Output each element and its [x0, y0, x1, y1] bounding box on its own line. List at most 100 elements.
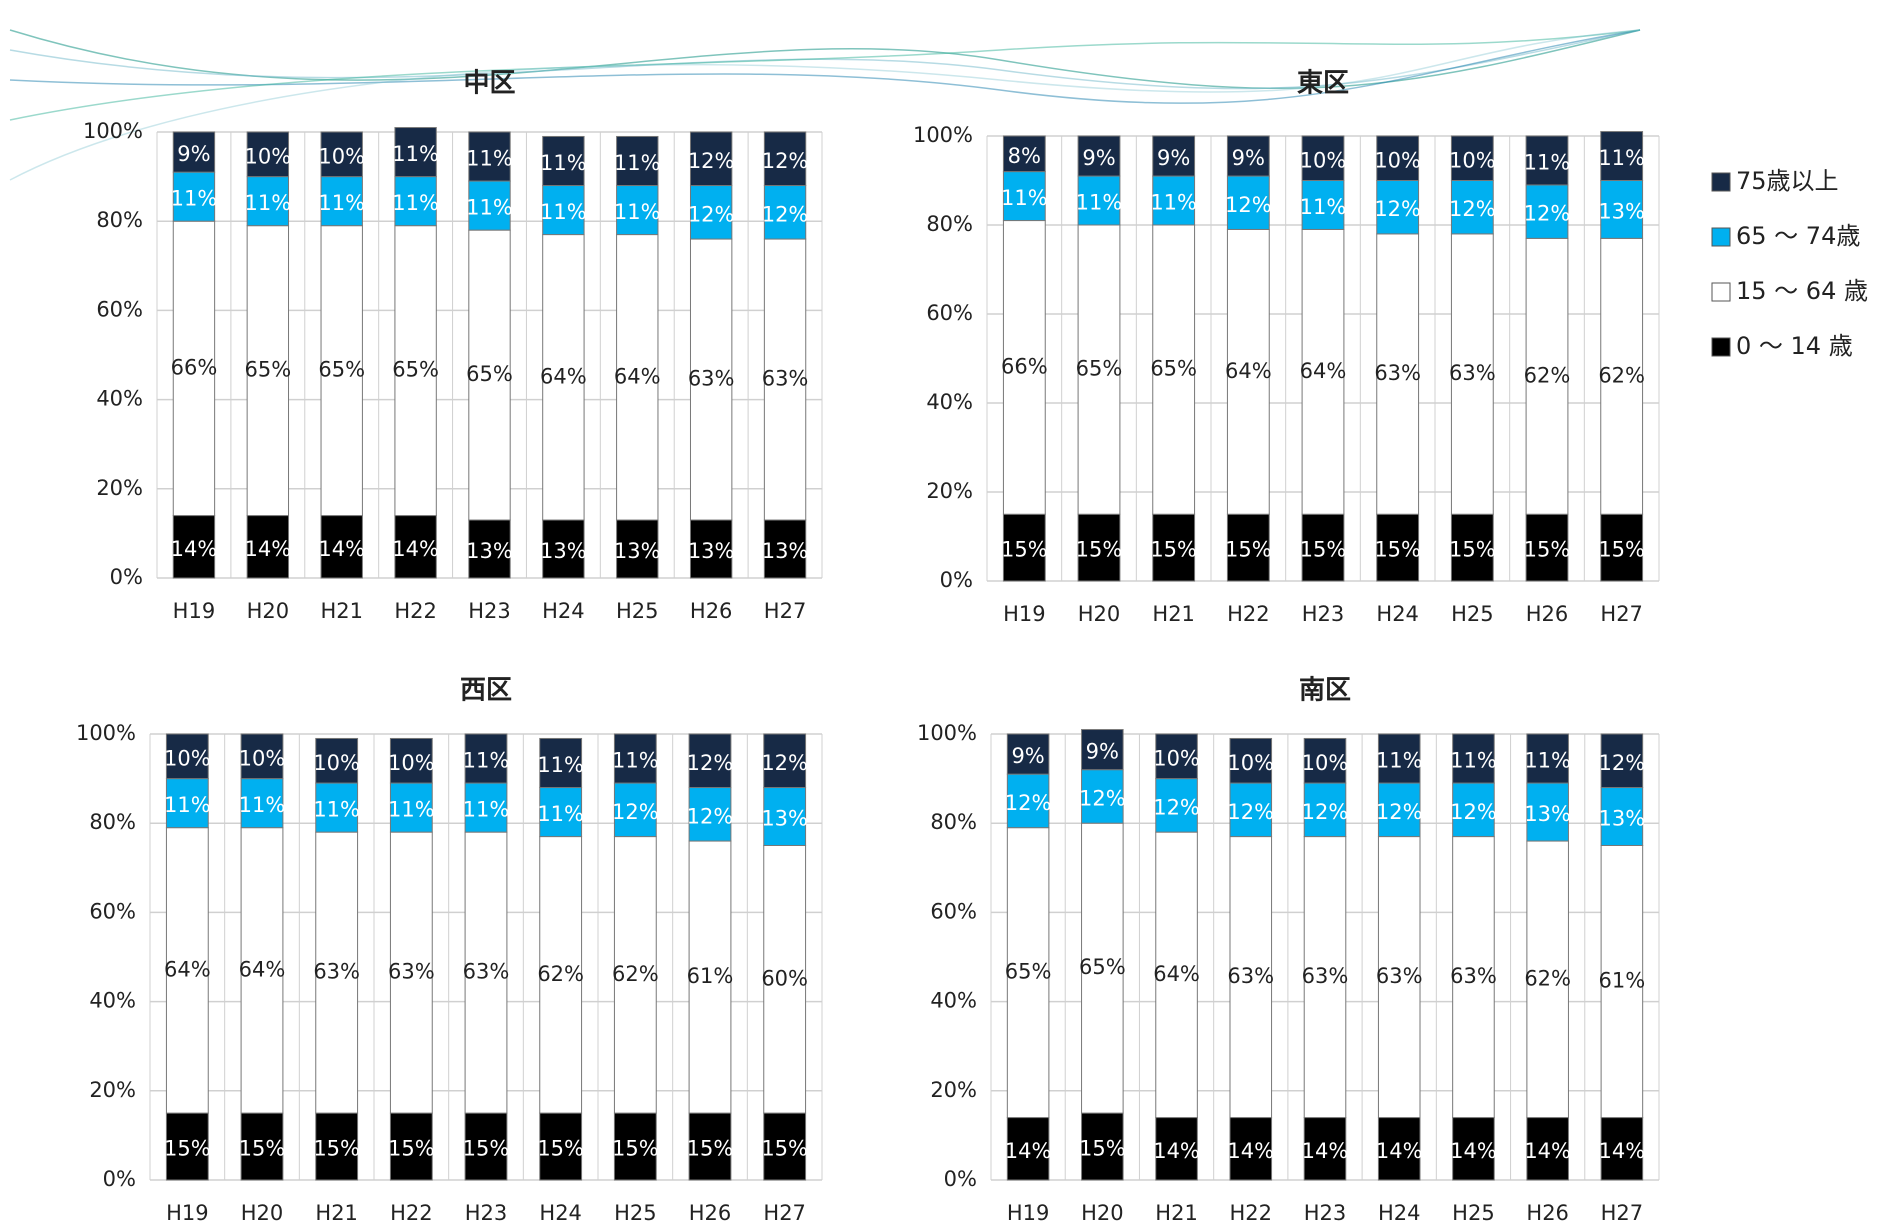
- value-label: 62%: [537, 962, 584, 986]
- value-label: 10%: [1227, 751, 1274, 775]
- value-label: 10%: [1302, 751, 1349, 775]
- value-label: 65%: [244, 358, 291, 382]
- value-label: 14%: [1524, 1139, 1571, 1163]
- bar-segment: [763, 733, 807, 789]
- bar-segment: [1152, 224, 1196, 515]
- bar-segment: [394, 176, 437, 227]
- value-label: 63%: [463, 960, 510, 984]
- value-label: 65%: [1079, 955, 1126, 979]
- value-label: 10%: [388, 751, 435, 775]
- bar-segment: [688, 733, 732, 789]
- value-label: 11%: [313, 798, 360, 822]
- bar-segment: [1600, 180, 1644, 239]
- value-label: 14%: [1599, 1139, 1646, 1163]
- value-label: 64%: [239, 957, 286, 981]
- value-label: 11%: [614, 151, 661, 175]
- x-tick-label: H24: [1376, 602, 1419, 626]
- value-label: 9%: [1157, 146, 1190, 170]
- value-label: 9%: [1232, 146, 1265, 170]
- bar-segment: [1002, 135, 1046, 173]
- bar-segment: [763, 845, 807, 1114]
- x-tick-label: H26: [1526, 602, 1569, 626]
- bar-segment: [1077, 135, 1121, 177]
- value-label: 15%: [1150, 538, 1197, 562]
- value-label: 66%: [171, 355, 218, 379]
- bar-segment: [394, 127, 437, 178]
- value-label: 14%: [1227, 1139, 1274, 1163]
- value-label: 63%: [1227, 964, 1274, 988]
- value-label: 64%: [1153, 962, 1200, 986]
- bar-segment: [246, 131, 290, 178]
- value-label: 9%: [177, 142, 210, 166]
- value-label: 66%: [1001, 354, 1048, 378]
- x-tick-label: H20: [247, 599, 290, 623]
- wave: [9, 29, 1641, 90]
- bar-segment: [1450, 233, 1494, 515]
- bar-segment: [1452, 836, 1495, 1119]
- x-tick-label: H26: [1526, 1201, 1569, 1225]
- x-tick-label: H21: [1155, 1201, 1198, 1225]
- bar-segment: [1229, 836, 1273, 1119]
- bar-segment: [1155, 778, 1198, 833]
- value-label: 14%: [1005, 1139, 1052, 1163]
- value-label: 12%: [1227, 800, 1274, 824]
- value-label: 11%: [1524, 749, 1571, 773]
- y-tick-label: 40%: [89, 989, 136, 1013]
- y-tick-label: 40%: [930, 989, 977, 1013]
- value-label: 11%: [537, 802, 584, 826]
- value-label: 63%: [1374, 361, 1421, 385]
- value-label: 10%: [164, 746, 211, 770]
- bar-segment: [1525, 237, 1569, 515]
- bar-segment: [1525, 184, 1569, 239]
- x-tick-label: H22: [390, 1201, 433, 1225]
- value-label: 11%: [614, 200, 661, 224]
- bar-segment: [542, 519, 585, 579]
- bar-segment: [246, 225, 290, 517]
- value-label: 11%: [1300, 195, 1347, 219]
- bar-segment: [1376, 180, 1420, 235]
- y-tick-label: 100%: [913, 123, 973, 147]
- value-label: 11%: [466, 147, 513, 171]
- bar-segment: [1450, 513, 1494, 582]
- chart-title: 南区: [1299, 676, 1351, 706]
- legend-label: 65 〜 74歳: [1736, 222, 1860, 250]
- bar-segment: [389, 1112, 433, 1181]
- bar-segment: [542, 135, 585, 187]
- bar-segment: [1077, 513, 1121, 582]
- bar-segment: [763, 1112, 807, 1181]
- value-label: 12%: [1599, 751, 1646, 775]
- value-label: 11%: [463, 749, 510, 773]
- y-tick-label: 0%: [110, 565, 143, 589]
- value-label: 65%: [1150, 357, 1197, 381]
- value-label: 10%: [1374, 148, 1421, 172]
- value-label: 65%: [466, 362, 513, 386]
- y-tick-label: 20%: [930, 1078, 977, 1102]
- x-tick-label: H26: [690, 599, 733, 623]
- chart-title: 東区: [1297, 69, 1349, 99]
- value-label: 11%: [318, 191, 365, 215]
- bar-segment: [1155, 733, 1198, 780]
- value-label: 15%: [1079, 1137, 1126, 1161]
- bar-segment: [320, 131, 363, 178]
- bar-segment: [172, 515, 216, 579]
- value-label: 11%: [164, 793, 211, 817]
- value-label: 65%: [392, 358, 439, 382]
- value-label: 14%: [171, 537, 218, 561]
- value-label: 15%: [1076, 538, 1123, 562]
- value-label: 62%: [1524, 363, 1571, 387]
- bar-segment: [468, 131, 511, 182]
- value-label: 12%: [687, 751, 734, 775]
- bar-segment: [1376, 513, 1420, 582]
- bar-segment: [1081, 729, 1124, 771]
- value-label: 65%: [1076, 357, 1123, 381]
- bar-segment: [613, 836, 657, 1114]
- legend-swatch: [1711, 227, 1731, 247]
- x-tick-label: H19: [166, 1201, 209, 1225]
- bar-segment: [539, 836, 583, 1114]
- bar-segment: [542, 185, 585, 236]
- value-label: 15%: [761, 1137, 808, 1161]
- chart-title: 中区: [463, 69, 515, 99]
- x-tick-label: H19: [1003, 602, 1046, 626]
- value-label: 15%: [537, 1137, 584, 1161]
